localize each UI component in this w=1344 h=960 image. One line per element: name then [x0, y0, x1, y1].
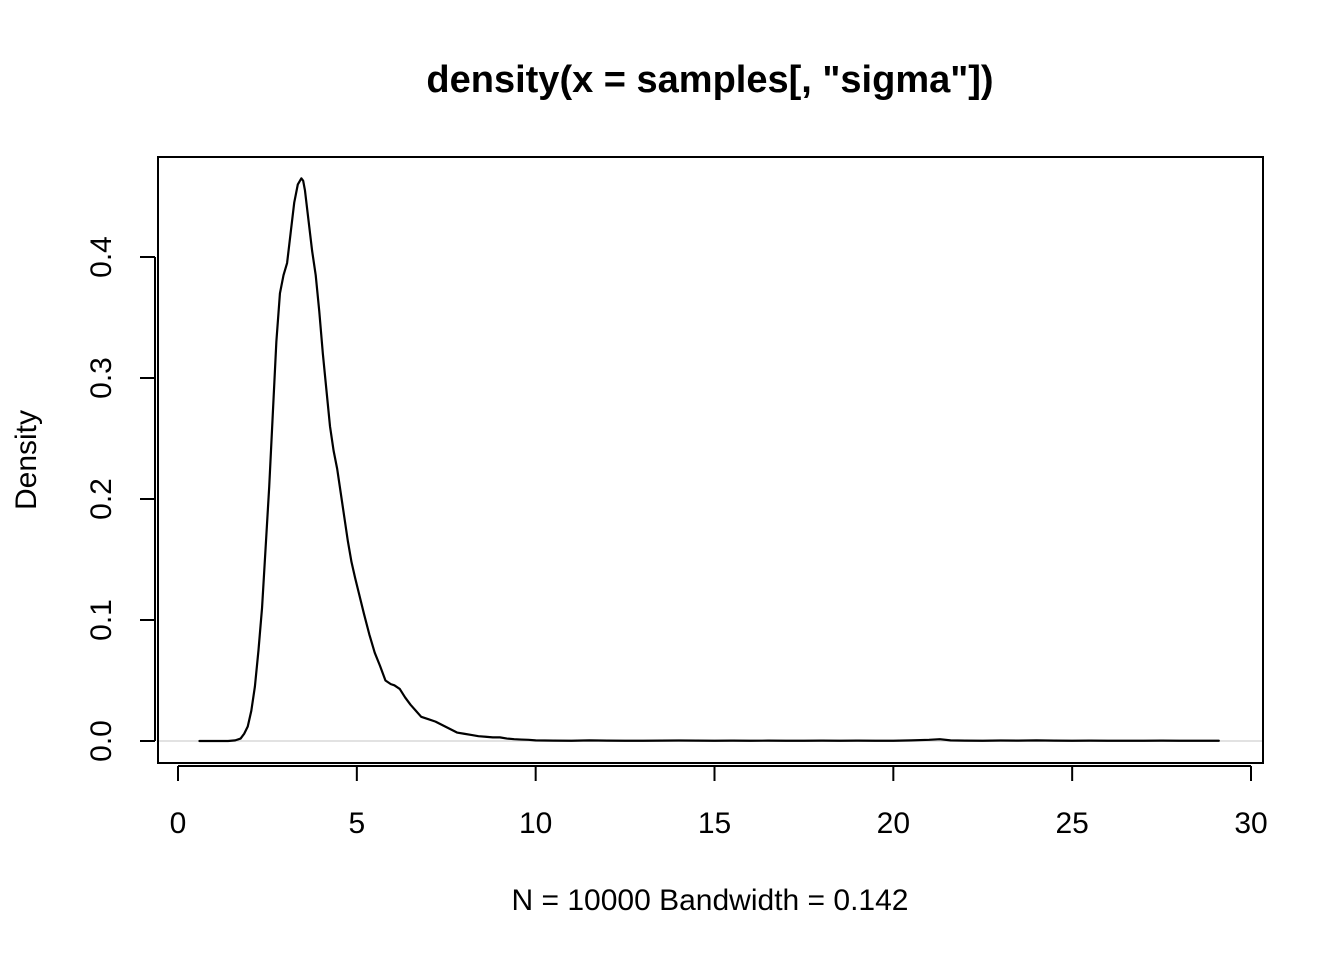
series-layer	[198, 177, 1220, 743]
y-tick-label: 0.1	[85, 599, 118, 641]
y-tick-label: 0.2	[85, 478, 118, 520]
plot-frame	[157, 156, 1264, 764]
x-tick-label: 10	[519, 807, 552, 840]
x-tick-label: 20	[877, 807, 910, 840]
x-tick-label: 0	[170, 807, 187, 840]
x-tick-label: 30	[1234, 807, 1267, 840]
chart-title: density(x = samples[, "sigma"])	[426, 59, 993, 101]
x-axis: 0 5 10 15 20 25 30	[170, 765, 1268, 840]
y-axis-label: Density	[10, 410, 43, 510]
y-tick-label: 0.4	[85, 236, 118, 278]
y-axis: 0.0 0.1 0.2 0.3 0.4	[85, 236, 156, 762]
y-tick-label: 0.3	[85, 357, 118, 399]
x-axis-label: N = 10000 Bandwidth = 0.142	[512, 884, 909, 917]
x-tick-label: 15	[698, 807, 731, 840]
x-tick-label: 25	[1055, 807, 1088, 840]
x-tick-label: 5	[348, 807, 365, 840]
y-tick-label: 0.0	[85, 720, 118, 762]
density-curve-series-0	[198, 177, 1220, 743]
